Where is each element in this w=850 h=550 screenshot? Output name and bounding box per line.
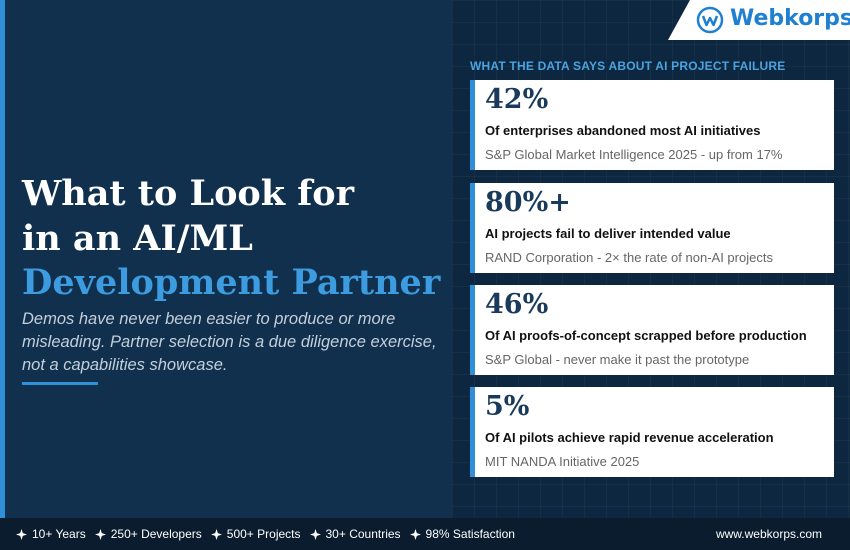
stat-source: RAND Corporation - 2× the rate of non-AI… bbox=[485, 250, 773, 265]
star-icon bbox=[94, 528, 106, 540]
highlight-text: 500+ Projects bbox=[226, 527, 301, 541]
highlight-text: 30+ Countries bbox=[325, 527, 401, 541]
subtitle: Demos have never been easier to produce … bbox=[22, 310, 437, 374]
stat-card: 46% Of AI proofs-of-concept scrapped befo… bbox=[470, 285, 834, 375]
logo: Webkorps bbox=[668, 0, 850, 40]
title-line: in an AI/ML bbox=[22, 218, 253, 259]
highlight: 98% Satisfaction bbox=[409, 527, 515, 541]
highlight-text: 98% Satisfaction bbox=[425, 527, 515, 541]
star-icon bbox=[409, 528, 421, 540]
star-icon bbox=[210, 528, 222, 540]
highlight: 500+ Projects bbox=[210, 527, 301, 541]
stat-headline: Of AI proofs-of-concept scrapped before … bbox=[485, 328, 807, 343]
logo-icon bbox=[696, 6, 724, 34]
stat-value: 5% bbox=[485, 391, 530, 422]
panel-heading: WHAT THE DATA SAYS ABOUT AI PROJECT FAIL… bbox=[470, 59, 786, 73]
stat-value: 46% bbox=[485, 289, 549, 320]
highlight: 10+ Years bbox=[16, 527, 86, 541]
brand: Webkorps bbox=[730, 6, 850, 31]
underline bbox=[22, 382, 98, 385]
highlight-text: 250+ Developers bbox=[110, 527, 202, 541]
star-icon bbox=[309, 528, 321, 540]
website[interactable]: www.webkorps.com bbox=[715, 527, 822, 541]
stat-card: 5% Of AI pilots achieve rapid revenue acc… bbox=[470, 387, 834, 477]
stat-headline: Of AI pilots achieve rapid revenue accel… bbox=[485, 430, 774, 445]
star-icon bbox=[16, 528, 27, 540]
stat-card: 42% Of enterprises abandoned most AI init… bbox=[470, 80, 834, 170]
accent-bar bbox=[0, 0, 5, 518]
title-highlight: Development Partner bbox=[22, 262, 441, 303]
stat-source: S&P Global - never make it past the prot… bbox=[485, 352, 750, 367]
stat-value: 42% bbox=[485, 84, 549, 115]
stat-source: MIT NANDA Initiative 2025 bbox=[485, 454, 640, 469]
highlights: 10+ Years 250+ Developers 500+ Projects 30+… bbox=[16, 518, 515, 550]
stat-value: 80%+ bbox=[485, 187, 571, 218]
title-line: What to Look for bbox=[22, 173, 355, 214]
stat-card: 80%+ AI projects fail to deliver intended… bbox=[470, 183, 834, 273]
highlight: 30+ Countries bbox=[309, 527, 401, 541]
footer: 10+ Years 250+ Developers 500+ Projects 30+… bbox=[0, 518, 850, 550]
highlight: 250+ Developers bbox=[94, 527, 202, 541]
stat-headline: Of enterprises abandoned most AI initiat… bbox=[485, 123, 761, 138]
stat-source: S&P Global Market Intelligence 2025 - up… bbox=[485, 147, 783, 162]
stat-headline: AI projects fail to deliver intended val… bbox=[485, 226, 731, 241]
highlight-text: 10+ Years bbox=[32, 527, 86, 541]
